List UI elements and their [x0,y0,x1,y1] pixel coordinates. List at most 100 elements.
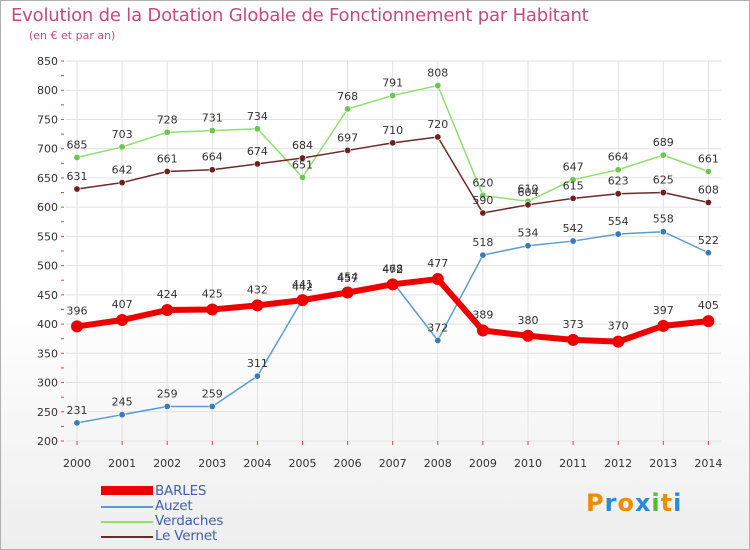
data-label-verdaches: 728 [157,113,178,126]
data-point-verdaches [569,176,577,184]
data-point-auzet [569,237,577,245]
data-point-barles [476,324,489,337]
data-point-barles [161,304,174,317]
data-point-auzet [614,230,622,238]
data-label-barles: 454 [337,271,358,284]
data-label-verdaches: 689 [653,136,674,149]
legend-item-le-vernet: Le Vernet [101,528,301,544]
data-label-le-vernet: 623 [608,175,629,188]
logo-letter: i [673,489,683,517]
logo-letter: o [617,489,635,517]
x-tick-label: 2013 [649,457,677,470]
y-tick-label: 500 [37,260,58,273]
logo-letter: x [634,489,652,517]
data-point-barles [386,278,399,291]
data-label-auzet: 554 [608,215,629,228]
data-labels: 231 245 259 259 311 442 457 472 372 518 534 542 554 5… [67,67,719,417]
x-tick-label: 2009 [469,457,497,470]
y-tick-label: 650 [37,172,58,185]
data-point-auzet [434,336,442,344]
data-label-auzet: 259 [202,388,223,401]
data-point-barles [206,303,219,316]
x-tick-label: 2000 [63,457,91,470]
data-label-auzet: 442 [292,281,313,294]
data-label-auzet: 372 [427,321,448,334]
data-point-verdaches [298,173,306,181]
grid-lines [66,60,721,442]
data-point-verdaches [163,128,171,136]
data-point-le-vernet [524,201,532,209]
y-tick-label: 700 [37,143,58,156]
data-label-auzet: 534 [518,227,539,240]
logo-letter: P [586,489,605,517]
data-label-verdaches: 651 [292,158,313,171]
data-label-verdaches: 791 [382,76,403,89]
data-label-barles: 441 [292,278,313,291]
y-tick-label: 400 [37,318,58,331]
data-point-barles [71,320,83,333]
x-tick-label: 2008 [424,457,452,470]
x-tick-label: 2003 [198,457,226,470]
y-axis: 200 250 300 350 400 450 500 550 600 650 700 750 800 8… [37,55,64,448]
legend-swatch [101,521,153,523]
data-label-le-vernet: 684 [292,139,313,152]
data-label-le-vernet: 631 [67,170,88,183]
data-label-barles: 407 [112,298,133,311]
y-tick-label: 550 [37,230,58,243]
data-point-le-vernet [479,209,487,217]
data-label-verdaches: 664 [608,151,629,164]
data-label-barles: 396 [67,304,88,317]
proxiti-logo: Proxiti [586,489,682,517]
data-point-verdaches [118,143,126,151]
data-label-le-vernet: 608 [698,183,719,196]
data-point-barles [296,294,309,307]
data-label-auzet: 311 [247,357,268,370]
x-tick-label: 2005 [289,457,317,470]
data-point-le-vernet [434,133,442,141]
data-label-auzet: 259 [157,388,178,401]
x-tick-label: 2011 [559,457,587,470]
data-label-barles: 425 [202,287,223,300]
data-label-barles: 432 [247,283,268,296]
data-point-auzet [208,403,216,411]
data-point-barles [341,286,354,299]
data-label-auzet: 245 [112,396,133,409]
data-point-le-vernet [163,167,171,175]
x-tick-label: 2004 [243,457,271,470]
data-label-le-vernet: 625 [653,174,674,187]
x-tick-label: 2007 [379,457,407,470]
y-tick-label: 800 [37,84,58,97]
legend-label: BARLES [155,483,207,499]
data-point-barles [657,319,670,332]
data-label-le-vernet: 661 [157,152,178,165]
chart-title: Evolution de la Dotation Globale de Fonc… [11,5,589,26]
data-point-le-vernet [389,139,397,147]
y-tick-label: 300 [37,377,58,390]
x-tick-label: 2010 [514,457,542,470]
legend-label: Le Vernet [155,528,218,544]
data-label-verdaches: 661 [698,152,719,165]
data-label-auzet: 231 [67,404,88,417]
data-label-le-vernet: 590 [472,194,493,207]
data-point-auzet [479,251,487,259]
chart-subtitle: (en € et par an) [29,29,116,42]
data-point-barles [431,273,444,286]
data-label-barles: 370 [608,320,629,333]
data-point-le-vernet [208,166,216,174]
data-label-le-vernet: 710 [382,124,403,137]
logo-letter: t [660,489,674,517]
data-point-le-vernet [659,189,667,197]
data-label-le-vernet: 674 [247,145,268,158]
data-point-le-vernet [253,160,261,168]
data-label-verdaches: 647 [563,161,584,174]
data-point-verdaches [73,153,81,161]
data-point-le-vernet [614,190,622,198]
data-label-auzet: 457 [337,272,358,285]
data-label-barles: 477 [427,257,448,270]
data-point-barles [116,313,129,326]
data-label-verdaches: 734 [247,110,268,123]
data-point-auzet [659,228,667,236]
y-tick-label: 600 [37,201,58,214]
y-tick-label: 450 [37,289,58,302]
